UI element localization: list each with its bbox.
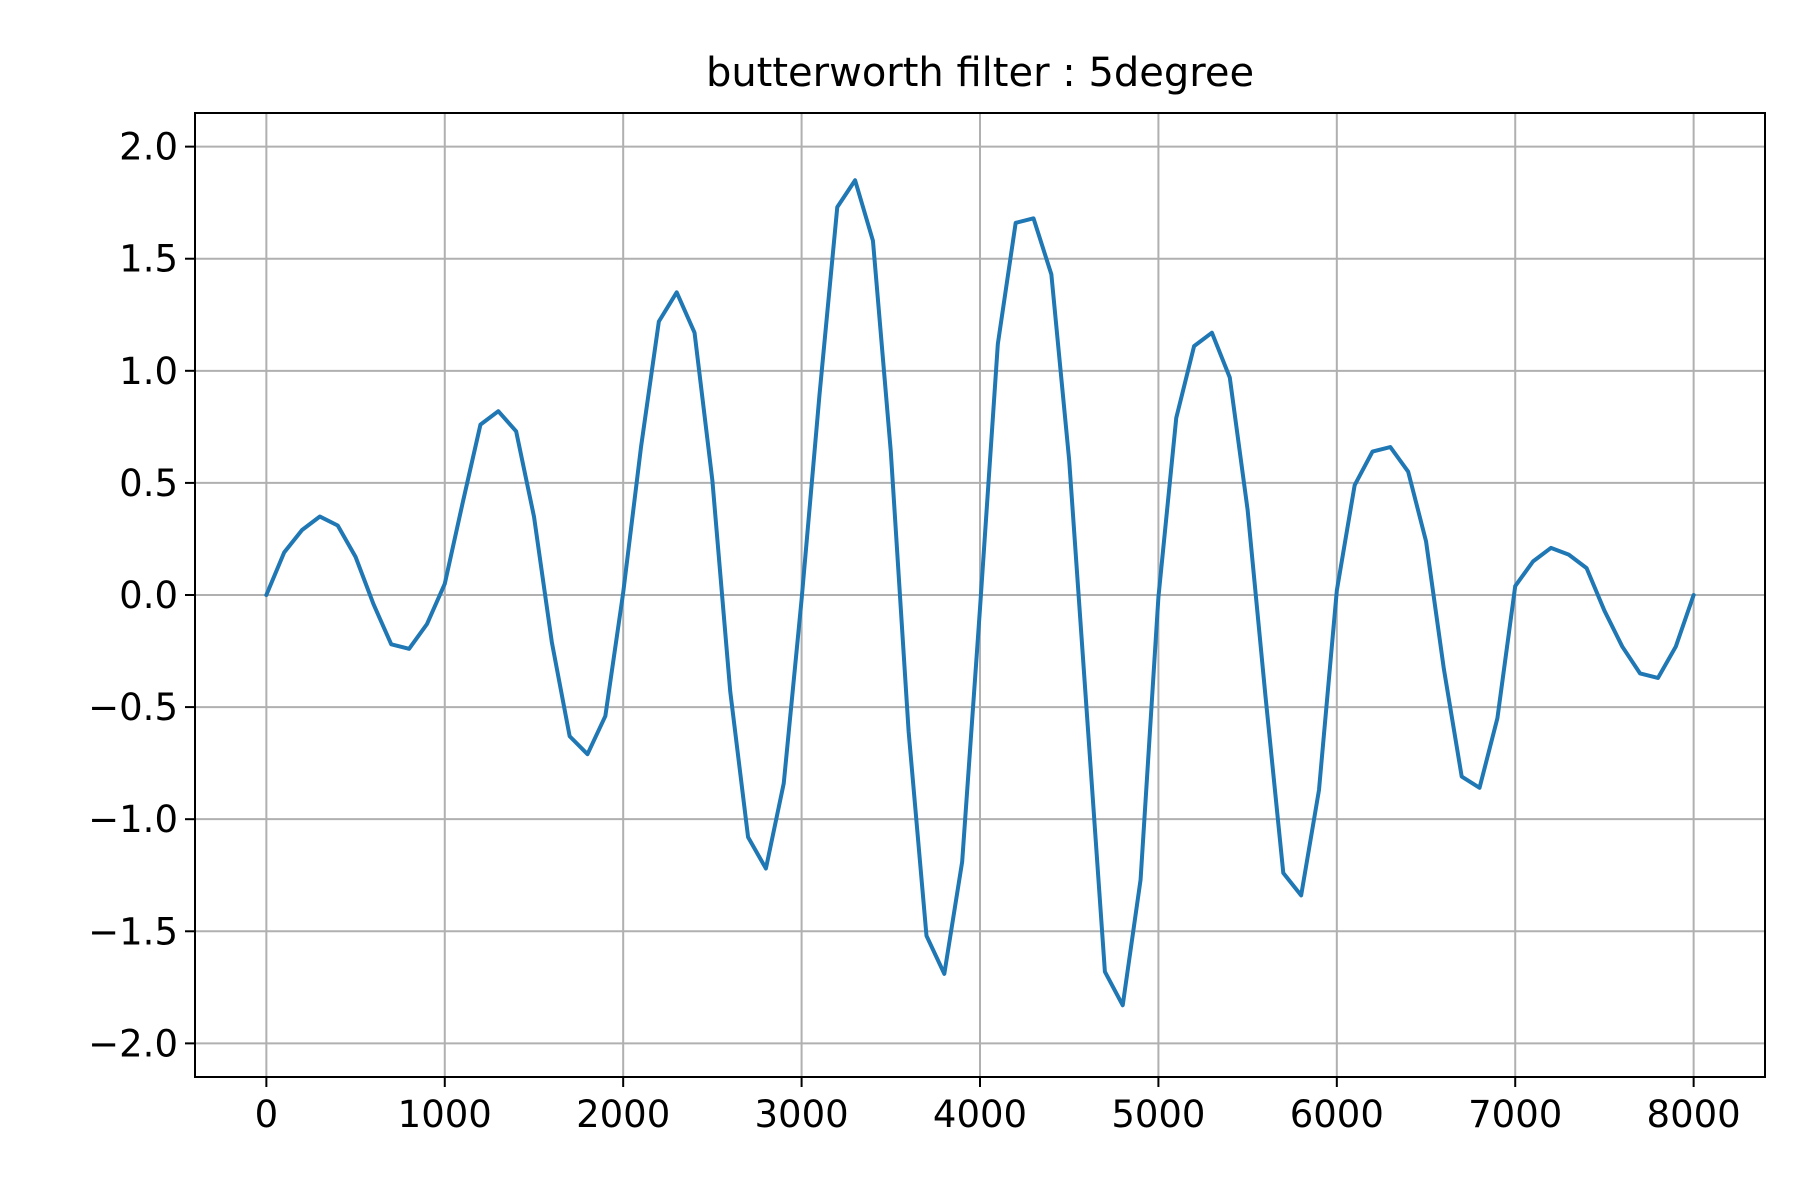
x-tick-label: 1000 <box>398 1093 492 1136</box>
y-tick-label: 0.5 <box>119 462 178 505</box>
y-tick-label: 1.0 <box>119 350 178 393</box>
chart-title: butterworth filter : 5degree <box>706 50 1254 96</box>
x-tick-label: 2000 <box>576 1093 670 1136</box>
x-tick-label: 5000 <box>1111 1093 1205 1136</box>
x-tick-label: 0 <box>255 1093 279 1136</box>
y-tick-label: −2.0 <box>88 1022 178 1065</box>
y-tick-label: 1.5 <box>119 238 178 281</box>
y-tick-label: −1.0 <box>88 798 178 841</box>
axis-ticks: 0 1000 2000 3000 4000 5000 6000 7000 8000 2.0 1.5 1… <box>88 126 1741 1136</box>
x-tick-label: 7000 <box>1468 1093 1562 1136</box>
series-line <box>264 178 1696 1008</box>
x-tick-label: 3000 <box>755 1093 849 1136</box>
y-tick-label: −1.5 <box>88 910 178 953</box>
x-tick-label: 4000 <box>933 1093 1027 1136</box>
y-tick-label: 2.0 <box>119 126 178 169</box>
y-tick-label: 0.0 <box>119 574 178 617</box>
series-layer <box>264 178 1696 1008</box>
y-tick-label: −0.5 <box>88 686 178 729</box>
x-tick-label: 8000 <box>1647 1093 1741 1136</box>
x-tick-label: 6000 <box>1290 1093 1384 1136</box>
